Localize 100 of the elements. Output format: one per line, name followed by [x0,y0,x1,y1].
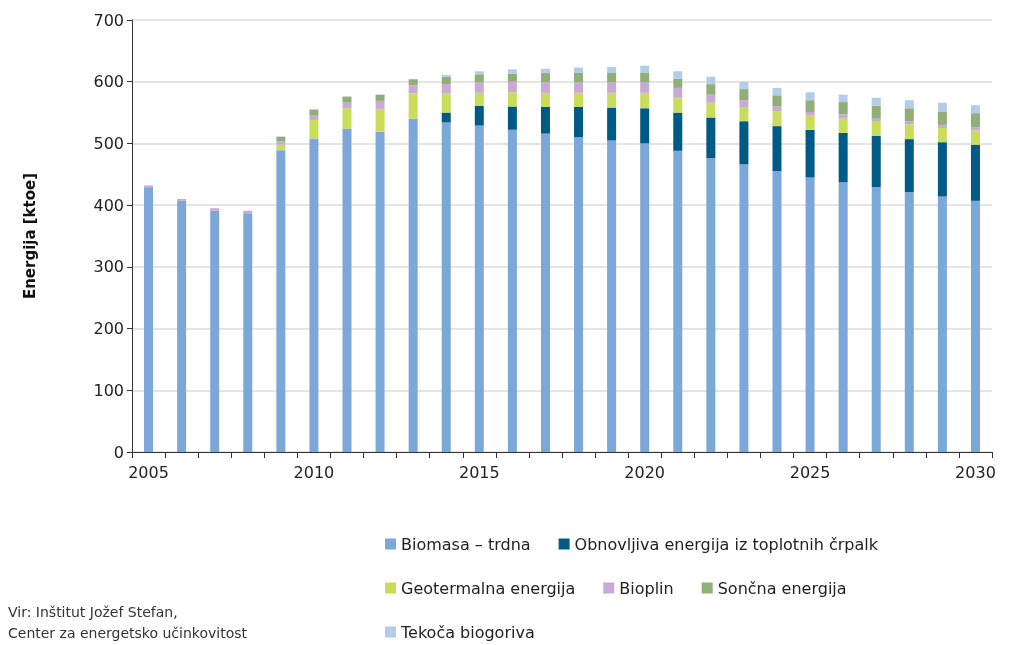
legend-label: Bioplin [619,578,674,598]
bar [970,200,980,452]
bar [772,95,782,107]
bar [970,105,980,114]
bar [574,72,584,83]
bar [408,93,418,119]
bar [540,92,550,108]
bar [309,119,319,139]
bar [706,158,716,452]
bar [375,108,385,132]
bar [177,200,187,452]
bar [937,102,947,112]
bar [144,187,154,452]
bar [474,125,484,452]
bar [838,114,848,119]
bar [904,121,914,125]
bar [574,82,584,93]
text: Vir: Inštitut Jožef Stefan, Center za energetsko učinkovitost [8,603,248,641]
x-tick-label: 2020 [624,462,666,482]
bar [871,136,881,188]
bar [805,177,815,452]
bar [640,108,650,144]
bar [937,196,947,452]
bar [474,71,484,75]
legend-label: Sončna energija [717,578,847,598]
bar [772,111,782,127]
bar [772,106,782,112]
bar [607,107,617,141]
bar [441,84,451,94]
bar [474,105,484,126]
bar [937,111,947,125]
bar [342,96,352,103]
bar [706,84,716,95]
y-tick-label: 200 [93,319,124,339]
bar [540,82,550,93]
bar [673,97,683,113]
bar [408,85,418,94]
bar [673,150,683,452]
bar [607,66,617,73]
x-tick-label: 2015 [458,462,500,482]
bar [904,192,914,452]
bar [640,92,650,109]
bar [507,81,517,93]
bar [805,92,815,101]
bar [276,141,286,145]
bar [607,92,617,108]
bar [607,72,617,83]
bar [904,100,914,109]
bar [540,73,550,83]
bar [210,208,220,211]
bar [706,102,716,118]
bar [871,118,881,122]
bar [574,92,584,108]
bar [408,79,418,86]
bar [607,140,617,452]
bar [607,82,617,93]
bar [805,129,815,178]
bar [342,108,352,129]
y-tick-label: 400 [93,195,124,215]
bar [243,213,253,452]
bar [309,109,319,116]
y-tick-label: 100 [93,380,124,400]
x-tick-label: 2010 [293,462,335,482]
bar [772,171,782,452]
bar [507,92,517,107]
bar [673,87,683,98]
bar [640,82,650,93]
bar [309,115,319,120]
bar [937,142,947,197]
bar [640,143,650,452]
bar [408,118,418,452]
legend-label: Geotermalna energija [401,578,576,598]
bar [507,73,517,82]
bar [739,107,749,122]
bar [342,102,352,109]
bar [871,121,881,137]
bar [739,164,749,452]
bar [805,100,815,112]
bar [706,94,716,103]
bar [739,121,749,165]
bar [871,97,881,106]
y-tick-label: 700 [93,10,124,30]
y-tick-label: 0 [113,442,124,462]
bar [805,111,815,116]
bar [772,126,782,172]
x-tick-label: 2030 [955,462,996,482]
bar [904,139,914,193]
bar [540,133,550,452]
bar [474,92,484,106]
bar [474,74,484,83]
bar [838,102,848,115]
bar [970,144,980,201]
bar [772,87,782,96]
bar [904,124,914,140]
bar [838,94,848,103]
bar [640,72,650,83]
bar [739,89,749,101]
bar [838,132,848,183]
bar [276,136,286,142]
bar [474,82,484,93]
